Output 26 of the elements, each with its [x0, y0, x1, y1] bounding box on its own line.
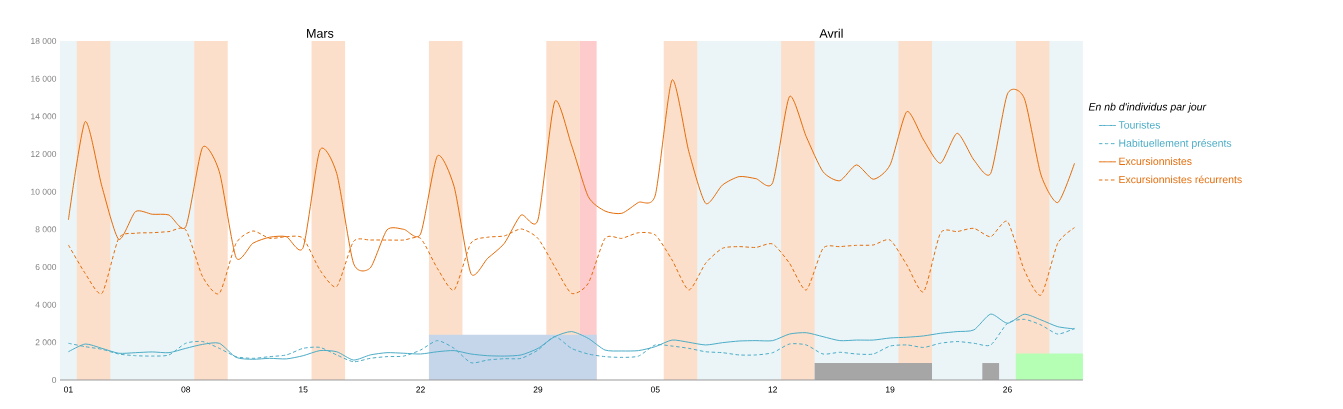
x-tick-label: 19	[886, 386, 895, 393]
y-tick-label: 14 000	[31, 113, 57, 120]
y-tick-label: 16 000	[31, 75, 57, 82]
y-tick-label: 2 000	[35, 339, 57, 346]
x-tick-label: 26	[1003, 386, 1012, 393]
text: Avril	[819, 28, 843, 38]
y-tick-label: 4 000	[35, 301, 57, 308]
legend-label: Touristes	[1118, 120, 1161, 129]
text: Mars	[307, 29, 334, 38]
legend-label: Excursionnistes	[1119, 157, 1192, 165]
x-tick-label: 22	[416, 386, 425, 393]
legend-title: En nb d'individus par jour	[1088, 102, 1207, 113]
x-tick-label: 05	[650, 386, 660, 393]
legend-label: Excursionnistes récurrents	[1119, 175, 1242, 184]
x-tick-label: 08	[181, 386, 191, 393]
x-tick-label: 15	[299, 386, 308, 393]
y-tick-label: 10 000	[31, 188, 57, 195]
y-tick-label: 12 000	[31, 150, 57, 157]
x-tick-label: 12	[768, 386, 777, 393]
legend-label: Habituellement présents	[1119, 139, 1232, 149]
x-tick-label: 01	[64, 386, 73, 393]
y-tick-label: 8 000	[35, 226, 57, 233]
y-tick-label: 6 000	[35, 263, 57, 270]
y-tick-label: 18 000	[31, 37, 57, 44]
x-tick-label: 29	[533, 386, 543, 393]
y-tick-label: 0	[52, 376, 57, 383]
